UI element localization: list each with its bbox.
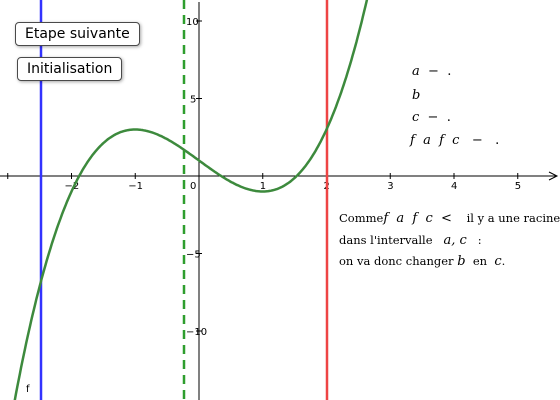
value-a: a − . (412, 64, 451, 79)
curve-label: f (26, 384, 30, 395)
value-c-var: c (412, 110, 420, 125)
value-product-rest: − . (459, 133, 500, 148)
x-tick-label: 5 (515, 181, 521, 192)
value-product-expr: f a f c (410, 133, 460, 148)
message-line-2-expr: a, c (443, 233, 467, 248)
y-tick-label: 10 (186, 17, 199, 28)
x-tick-label: 3 (387, 181, 393, 192)
message-line-3-post: . (501, 254, 506, 268)
next-step-button[interactable]: Etape suivante (15, 22, 140, 46)
message-line-3-pre: on va donc changer (339, 254, 454, 268)
x-tick-label: −1 (128, 181, 143, 192)
x-tick-label: −2 (65, 181, 80, 192)
message-line-1-pre: Comme (339, 211, 384, 225)
y-tick-label: 5 (190, 95, 196, 106)
y-tick-label: −10 (186, 327, 207, 338)
y-tick-label: −5 (186, 250, 201, 261)
initialisation-button[interactable]: Initialisation (17, 57, 123, 81)
message-line-1-expr: f a f c < (383, 211, 452, 226)
x-axis (0, 171, 559, 181)
value-product: f a f c − . (410, 133, 499, 148)
value-c-rest: − . (419, 110, 451, 125)
message-line-2: dans l'intervalle a, c : (339, 233, 482, 248)
message-line-3-var1: b (457, 254, 466, 269)
curve-f[interactable] (11, 0, 373, 400)
message-line-1: Commef a f c < il y a une racine (339, 211, 560, 226)
message-line-3-mid: en (472, 254, 488, 268)
x-tick-label: 0 (190, 181, 196, 192)
value-a-var: a (412, 64, 420, 79)
message-line-2-post: : (477, 233, 482, 247)
value-b-var: b (412, 88, 421, 103)
message-line-1-post: il y a une racine (466, 211, 560, 225)
message-line-3-var2: c (494, 254, 502, 269)
value-a-rest: − . (419, 64, 452, 79)
message-line-2-pre: dans l'intervalle (339, 233, 433, 247)
value-c: c − . (412, 110, 451, 125)
message-line-3: on va donc changer b en c. (339, 254, 505, 269)
value-b: b (412, 88, 420, 103)
x-tick-label: 4 (451, 181, 457, 192)
x-tick-label: 1 (260, 181, 266, 192)
y-axis-ticks: 10 5 −5 −10 (186, 17, 207, 338)
